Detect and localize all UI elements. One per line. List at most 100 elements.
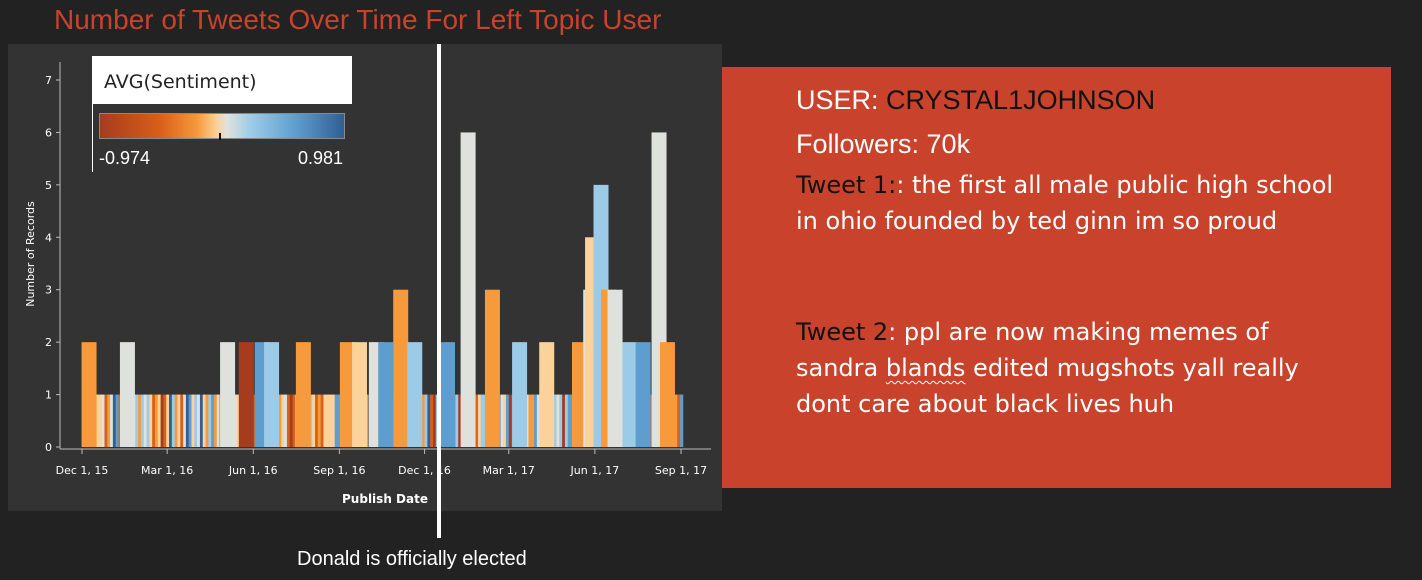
y-axis-title: Number of Records xyxy=(24,201,37,307)
daily-record-bar xyxy=(680,394,684,447)
daily-record-bar xyxy=(559,394,563,447)
daily-record-bar xyxy=(194,394,198,447)
record-bar xyxy=(378,342,394,447)
daily-record-bar xyxy=(309,394,313,447)
record-bar xyxy=(119,342,135,447)
x-tick-label: Jun 1, 17 xyxy=(570,464,620,477)
daily-record-bar xyxy=(677,394,681,447)
axis-layer: 0 1 2 3 4 5 6 7 Dec 1, 15 Mar 1, 16 Jun 1, 16 Sep 1… xyxy=(45,62,711,477)
daily-record-bar xyxy=(331,394,336,447)
y-tick-label: 6 xyxy=(45,126,52,139)
record-bar xyxy=(622,342,638,447)
record-bar xyxy=(393,289,409,447)
record-bar xyxy=(635,342,651,447)
daily-record-bar xyxy=(213,394,218,447)
daily-record-bar xyxy=(432,394,437,447)
daily-record-bar xyxy=(534,394,538,447)
daily-record-bar xyxy=(284,394,288,447)
daily-record-bar xyxy=(334,394,338,447)
tweet-2-label: Tweet 2 xyxy=(796,318,889,346)
record-bar xyxy=(81,342,97,447)
followers-count: Followers: 70k xyxy=(796,129,971,159)
daily-record-bar xyxy=(171,394,176,447)
daily-record-bar xyxy=(138,394,142,447)
tweet-2-spellcheck-word: blands xyxy=(885,354,966,382)
daily-record-bar xyxy=(281,394,285,447)
chart-panel: 0 1 2 3 4 5 6 7 Dec 1, 15 Mar 1, 16 Jun 1, 16 Sep 1… xyxy=(8,44,722,511)
daily-record-bar xyxy=(96,394,100,447)
daily-record-bar xyxy=(188,394,192,447)
x-tick-label: Jun 1, 16 xyxy=(228,464,278,477)
record-bar xyxy=(238,342,254,447)
daily-record-bar xyxy=(556,394,560,447)
election-annotation: Donald is officially elected xyxy=(297,548,527,570)
bar-chart: 0 1 2 3 4 5 6 7 Dec 1, 15 Mar 1, 16 Jun 1, 16 Sep 1… xyxy=(24,62,711,506)
user-label: USER: xyxy=(796,85,887,115)
daily-record-bar xyxy=(525,394,529,447)
daily-record-bar xyxy=(211,394,215,447)
daily-record-bar xyxy=(143,394,147,447)
daily-record-bar xyxy=(365,394,369,447)
daily-record-bar xyxy=(174,394,178,447)
record-bar xyxy=(659,342,675,447)
daily-record-bar xyxy=(503,394,507,447)
record-bar xyxy=(512,342,528,447)
user-line: USER: CRYSTAL1JOHNSON xyxy=(796,85,1155,116)
daily-record-bar xyxy=(236,394,240,447)
daily-record-bar xyxy=(160,394,164,447)
x-tick-label: Sep 1, 16 xyxy=(313,464,365,477)
daily-record-bar xyxy=(424,394,428,447)
daily-record-bar xyxy=(197,394,201,447)
daily-record-bar xyxy=(199,394,204,447)
daily-record-bar xyxy=(163,394,167,447)
y-tick-label: 7 xyxy=(45,74,52,87)
daily-record-bar xyxy=(169,394,173,447)
record-bar xyxy=(407,342,423,447)
y-tick-label: 4 xyxy=(45,231,52,244)
daily-record-bar xyxy=(421,394,425,447)
daily-record-bar xyxy=(312,394,316,447)
y-tick-label: 2 xyxy=(45,336,52,349)
legend-divider xyxy=(92,104,93,172)
user-info-panel: USER: CRYSTAL1JOHNSON Followers: 70k Twe… xyxy=(722,67,1391,488)
daily-record-bar xyxy=(562,394,566,447)
record-bar xyxy=(440,342,456,447)
tweet-1: Tweet 1:: the first all male public high… xyxy=(796,167,1356,239)
daily-record-bar xyxy=(152,394,156,447)
bars-layer xyxy=(81,132,684,447)
tweet-2-text-start: : ppl are now making memes of sandra xyxy=(796,318,1269,382)
legend-title-box: AVG(Sentiment) xyxy=(92,56,352,104)
daily-record-bar xyxy=(458,394,462,447)
daily-record-bar xyxy=(191,394,195,447)
daily-record-bar xyxy=(528,394,532,447)
daily-record-bar xyxy=(564,394,569,447)
daily-record-bar xyxy=(292,394,296,447)
tweet-2: Tweet 2: ppl are now making memes of san… xyxy=(796,314,1356,422)
chart-title: Number of Tweets Over Time For Left Topi… xyxy=(54,4,662,35)
daily-record-bar xyxy=(110,394,114,447)
x-tick-label: Mar 1, 16 xyxy=(141,464,193,477)
y-tick-label: 1 xyxy=(45,389,52,402)
daily-record-bar xyxy=(505,394,510,447)
legend-min-label: -0.974 xyxy=(99,148,151,168)
daily-record-bar xyxy=(101,394,105,447)
daily-record-bar xyxy=(157,394,162,447)
record-bar xyxy=(220,342,236,447)
daily-record-bar xyxy=(477,394,482,447)
daily-record-bar xyxy=(480,394,484,447)
election-marker-line xyxy=(437,44,441,538)
daily-record-bar xyxy=(337,394,341,447)
daily-record-bar xyxy=(455,394,459,447)
daily-record-bar xyxy=(180,394,184,447)
record-bar xyxy=(352,342,368,447)
y-tick-label: 3 xyxy=(45,284,52,297)
daily-record-bar xyxy=(500,394,504,447)
legend-max-label: 0.981 xyxy=(297,148,343,168)
user-name: CRYSTAL1JOHNSON xyxy=(886,85,1156,115)
record-bar xyxy=(295,342,311,447)
x-tick-label: Sep 1, 17 xyxy=(655,464,707,477)
x-axis-title: Publish Date xyxy=(342,492,428,506)
daily-record-bar xyxy=(202,394,206,447)
daily-record-bar xyxy=(289,394,293,447)
daily-record-bar xyxy=(177,394,181,447)
